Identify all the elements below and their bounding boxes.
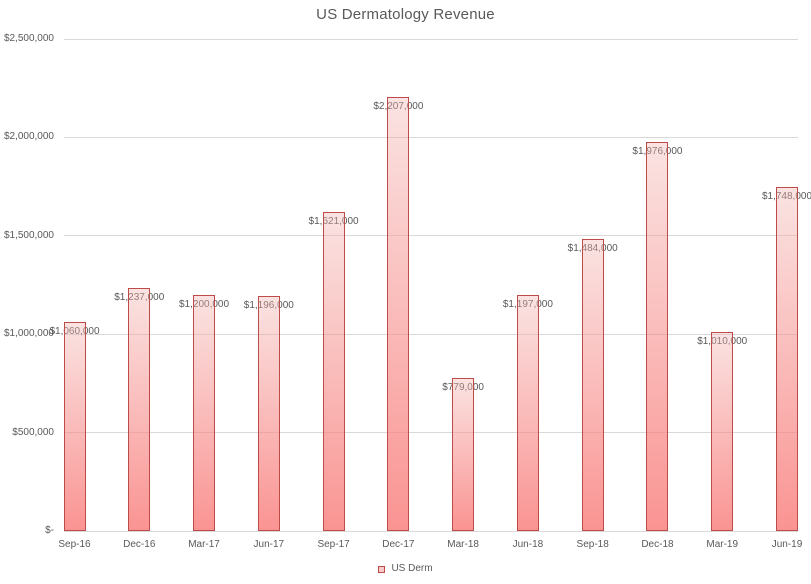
bar-sep-16 xyxy=(63,322,86,531)
x-axis-label: Mar-19 xyxy=(706,539,739,550)
bar-mar-18 xyxy=(452,377,475,531)
bar-dec-16 xyxy=(128,287,151,531)
bar-mar-19 xyxy=(711,332,734,531)
x-axis-label: Sep-16 xyxy=(58,539,91,550)
y-axis-label: $- xyxy=(45,525,54,536)
x-axis-label: Dec-17 xyxy=(382,539,415,550)
y-axis-label: $2,000,000 xyxy=(3,131,54,143)
bar-sep-18 xyxy=(581,238,604,531)
x-axis-label: Dec-18 xyxy=(641,539,674,550)
legend-swatch-icon xyxy=(378,565,386,573)
x-axis-label: Jun-18 xyxy=(512,539,544,550)
bar-mar-17 xyxy=(193,294,216,531)
bar-jun-18 xyxy=(516,295,539,531)
chart-title: US Dermatology Revenue xyxy=(316,6,495,23)
gridline xyxy=(63,333,798,335)
x-axis-label: Jun-19 xyxy=(771,539,803,550)
x-axis-label: Mar-18 xyxy=(447,539,479,550)
legend-label: US Derm xyxy=(391,563,433,574)
bar-sep-17 xyxy=(322,211,345,531)
x-axis-label: Sep-17 xyxy=(317,539,350,550)
bar-dec-17 xyxy=(387,96,410,531)
bar-jun-19 xyxy=(776,186,798,531)
gridline xyxy=(63,136,798,138)
gridline xyxy=(63,38,798,40)
y-axis-label: $2,500,000 xyxy=(3,33,54,44)
x-axis-label: Mar-17 xyxy=(188,539,220,550)
bar-jun-17 xyxy=(257,295,280,531)
x-axis-label: Jun-17 xyxy=(253,539,285,550)
x-axis-label: Sep-18 xyxy=(576,539,609,550)
y-axis-label: $1,500,000 xyxy=(3,229,54,241)
x-axis-label: Dec-16 xyxy=(123,539,156,550)
x-axis-line xyxy=(63,530,798,532)
bar-dec-18 xyxy=(646,142,669,531)
y-axis-label: $1,000,000 xyxy=(3,328,54,340)
gridline xyxy=(63,235,798,237)
legend: US Derm xyxy=(0,563,811,575)
gridline xyxy=(63,432,798,434)
y-axis-label: $500,000 xyxy=(12,426,54,438)
